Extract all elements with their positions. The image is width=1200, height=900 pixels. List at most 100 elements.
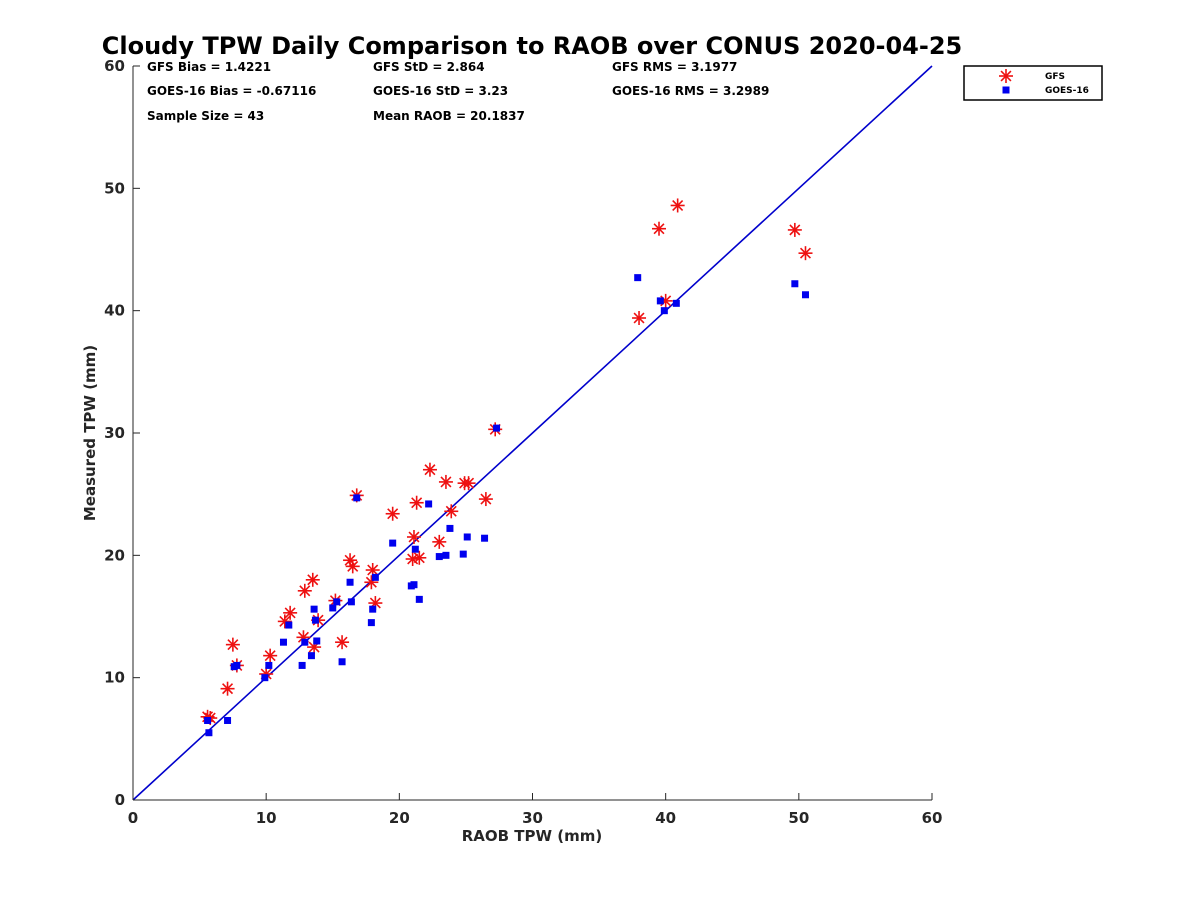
goes16-point [310,605,318,613]
goes16-point [313,637,321,645]
goes16-point [233,661,241,669]
gfs-series [200,198,813,726]
goes16-point [791,280,799,288]
y-tick-label: 60 [104,57,125,75]
goes16-point [371,573,379,581]
goes16-point [311,616,319,624]
gfs-point [478,492,493,507]
goes16-point [463,533,471,541]
goes16-point [369,605,377,613]
goes16-point [656,297,664,305]
gfs-point [670,198,685,213]
y-tick-label: 50 [104,179,125,197]
gfs-point [798,246,813,261]
gfs-point [632,311,647,326]
x-tick-label: 40 [655,809,676,827]
gfs-point [225,637,240,652]
legend-goes16-label: GOES-16 [1045,86,1089,96]
y-tick-label: 40 [104,302,125,320]
goes16-point [367,619,375,627]
gfs-point [283,605,298,620]
gfs-point [787,222,802,237]
stat-gfs-rms: GFS RMS = 3.1977 [612,60,737,74]
legend-gfs-marker [999,69,1013,83]
goes16-point [338,658,346,666]
statistics-annotations: GFS Bias = 1.4221 GFS StD = 2.864 GFS RM… [147,60,769,123]
gfs-point [432,534,447,549]
goes16-point [265,661,273,669]
gfs-point [652,221,667,236]
gfs-point [220,681,235,696]
goes16-point [301,638,309,646]
stat-sample-size: Sample Size = 43 [147,109,264,123]
goes16-point [333,598,341,606]
gfs-point [297,583,312,598]
gfs-point [461,476,476,491]
y-axis-label: Measured TPW (mm) [81,345,99,521]
y-axis-ticks: 0 10 20 30 40 50 60 [104,57,140,809]
legend-gfs-asterisk [999,69,1013,83]
gfs-point [345,559,360,574]
y-tick-label: 30 [104,424,125,442]
gfs-point [335,635,350,650]
legend-gfs-label: GFS [1045,72,1065,82]
gfs-point [422,462,437,477]
x-axis-label: RAOB TPW (mm) [462,827,603,845]
gfs-point [385,506,400,521]
legend: GFS GOES-16 [963,65,1103,101]
goes16-point [353,494,361,502]
x-tick-label: 50 [788,809,809,827]
stat-goes16-std: GOES-16 StD = 3.23 [373,84,508,98]
goes16-point [672,299,680,307]
goes16-point [459,550,467,558]
goes16-point [389,539,397,547]
y-tick-label: 20 [104,546,125,564]
goes16-point [347,598,355,606]
goes16-point [298,661,306,669]
gfs-point [263,648,278,663]
x-tick-label: 30 [522,809,543,827]
goes16-point [481,534,489,542]
stat-goes16-rms: GOES-16 RMS = 3.2989 [612,84,769,98]
gfs-point [444,504,459,519]
x-tick-label: 20 [389,809,410,827]
gfs-point [305,572,320,587]
goes16-point [224,716,232,724]
stat-goes16-bias: GOES-16 Bias = -0.67116 [147,84,316,98]
gfs-point [438,474,453,489]
goes16-point [204,716,212,724]
goes16-point [307,652,315,660]
stat-gfs-bias: GFS Bias = 1.4221 [147,60,271,74]
goes16-point [411,545,419,553]
goes16-point [660,307,668,315]
goes16-point [285,621,293,629]
y-tick-label: 10 [104,669,125,687]
goes16-point [410,581,418,589]
stat-mean-raob: Mean RAOB = 20.1837 [373,109,525,123]
goes16-point [329,604,337,612]
stat-gfs-std: GFS StD = 2.864 [373,60,485,74]
goes16-point [279,638,287,646]
goes16-point [446,524,454,532]
gfs-point [412,550,427,565]
goes16-point [801,291,809,299]
gfs-point [406,529,421,544]
goes16-point [346,578,354,586]
goes16-point [493,424,501,432]
legend-box [963,65,1103,101]
goes16-point [425,500,433,508]
x-tick-label: 60 [922,809,943,827]
legend-goes16-marker [1002,86,1010,94]
goes16-point [205,729,213,737]
chart-title: Cloudy TPW Daily Comparison to RAOB over… [102,32,962,60]
goes16-point [634,274,642,282]
x-tick-label: 10 [256,809,277,827]
goes16-series [204,274,809,737]
goes16-point [442,551,450,559]
goes16-point [435,553,443,561]
gfs-point [409,495,424,510]
goes16-point [261,674,269,682]
goes16-point [415,595,423,603]
x-axis-ticks: 0 10 20 30 40 50 60 [128,793,943,827]
